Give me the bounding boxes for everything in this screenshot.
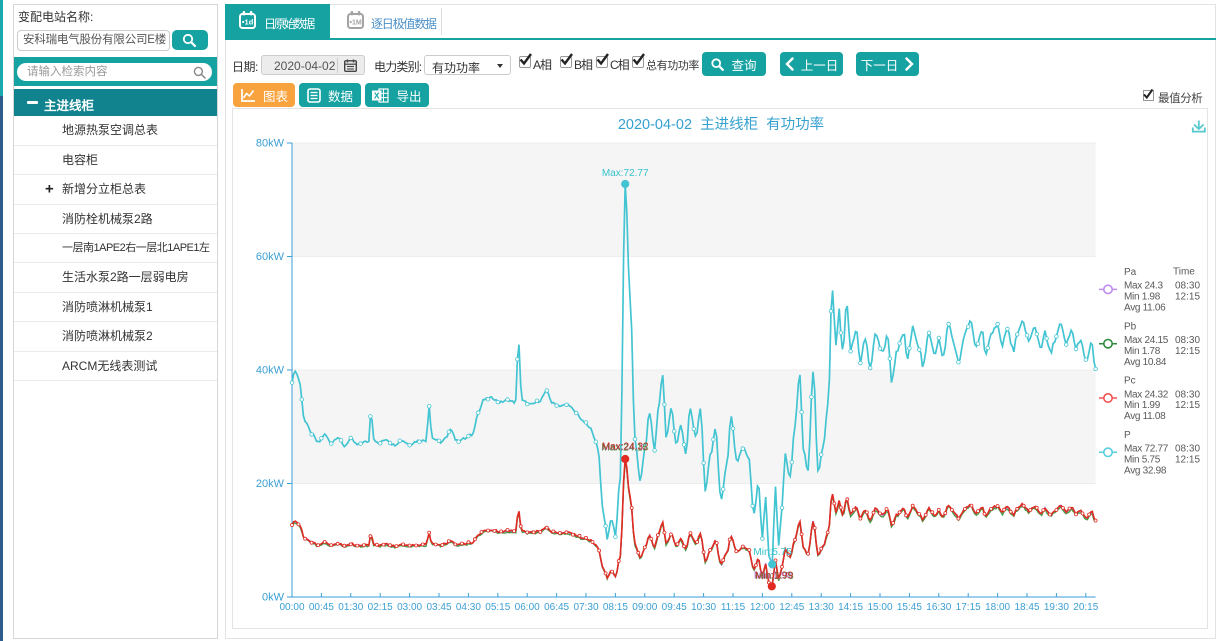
svg-text:•1d: •1d [242,18,254,27]
svg-text:•1M: •1M [350,20,362,27]
svg-text:X: X [374,90,380,100]
